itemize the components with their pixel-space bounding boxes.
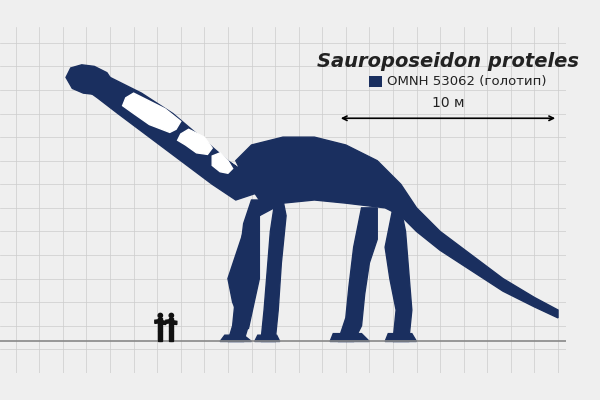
Text: 10 м: 10 м — [432, 96, 464, 110]
Polygon shape — [178, 129, 212, 154]
Polygon shape — [76, 71, 259, 200]
Polygon shape — [162, 321, 166, 324]
Polygon shape — [160, 331, 163, 342]
Polygon shape — [385, 208, 412, 342]
Polygon shape — [338, 208, 377, 342]
Polygon shape — [385, 334, 416, 342]
Polygon shape — [155, 320, 158, 323]
Text: OMNH 53062 (голотип): OMNH 53062 (голотип) — [386, 75, 546, 88]
Polygon shape — [212, 153, 233, 173]
Polygon shape — [220, 335, 251, 342]
Polygon shape — [158, 318, 162, 331]
Polygon shape — [228, 137, 558, 329]
Polygon shape — [261, 200, 286, 342]
Bar — [370, 76, 382, 87]
Polygon shape — [158, 331, 160, 342]
Text: Sauroposeidon proteles: Sauroposeidon proteles — [317, 52, 579, 71]
Polygon shape — [122, 93, 181, 132]
Polygon shape — [330, 334, 370, 342]
Polygon shape — [169, 331, 171, 342]
Polygon shape — [172, 331, 173, 342]
Polygon shape — [66, 65, 113, 95]
Polygon shape — [228, 200, 259, 342]
Polygon shape — [158, 313, 163, 318]
Polygon shape — [173, 321, 177, 324]
Polygon shape — [166, 320, 169, 323]
Polygon shape — [254, 335, 280, 342]
Polygon shape — [169, 313, 173, 318]
Polygon shape — [169, 318, 173, 331]
